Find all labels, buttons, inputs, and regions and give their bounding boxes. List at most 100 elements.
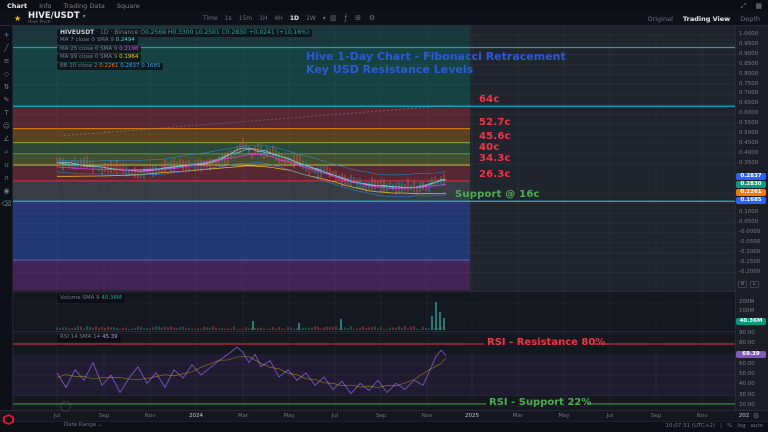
date-range-button[interactable]: Date Range ⌄ bbox=[64, 422, 103, 428]
fib-level-label[interactable]: 26.3c bbox=[479, 168, 511, 180]
rsi-legend[interactable]: RSI 14 SMA 14 45.39 bbox=[57, 334, 121, 342]
fib-band bbox=[13, 180, 470, 202]
top-tab-info[interactable]: Info bbox=[39, 1, 52, 10]
price-tick: 0.7500 bbox=[739, 80, 759, 87]
indicator-row[interactable]: MA 99 close 0 SMA 9 0.1964 bbox=[57, 54, 163, 62]
status-bar bbox=[0, 421, 768, 432]
fib-level-label[interactable]: 40c bbox=[479, 141, 500, 153]
timeframe-1w[interactable]: 1W bbox=[305, 15, 316, 22]
price-tick: 0.8000 bbox=[739, 70, 759, 77]
top-tab-square[interactable]: Square bbox=[116, 1, 140, 10]
price-tick: 0.6000 bbox=[739, 110, 759, 117]
ohlc-legend[interactable]: HIVEUSDT · 1D · Binance O0.2569 H0.3300 … bbox=[57, 29, 313, 37]
clock-label: 10:07:31 (UTC+2) bbox=[665, 423, 716, 429]
indicator-row[interactable]: MA 25 close 0 SMA 9 0.2198 bbox=[57, 45, 163, 53]
candle-style-icon[interactable]: ▥ bbox=[330, 14, 337, 22]
long-short-position-icon[interactable]: ⇅ bbox=[3, 83, 10, 91]
fib-level-label[interactable]: 64c bbox=[479, 94, 500, 106]
fib-level-label[interactable]: 52.7c bbox=[479, 116, 511, 128]
chart-settings-icon[interactable]: ⚙ bbox=[368, 14, 376, 22]
hive-logo-icon bbox=[3, 414, 14, 425]
volume-legend[interactable]: Volume SMA 9 40.36M bbox=[57, 295, 125, 303]
xabcd-pattern-icon[interactable]: ◇ bbox=[3, 70, 10, 78]
price-tick: 0.1000 bbox=[739, 209, 759, 216]
axis-button-a[interactable]: A bbox=[738, 281, 747, 288]
rsi-resistance-label[interactable]: RSI - Resistance 80% bbox=[487, 337, 606, 348]
indicator-row[interactable]: BB 20 close 2 0.2261 0.2837 0.1685 bbox=[57, 62, 164, 70]
timeframe-4h[interactable]: 4H bbox=[274, 15, 283, 22]
price-tick: 0.3500 bbox=[739, 159, 759, 166]
fib-band bbox=[13, 153, 470, 166]
time-axis[interactable] bbox=[0, 410, 768, 421]
layout-grid-icon[interactable]: ⊞ bbox=[355, 14, 361, 22]
trend-line-icon[interactable]: ╱ bbox=[4, 44, 9, 52]
price-tick: -0.2000 bbox=[739, 268, 761, 275]
emoji-icon[interactable]: ☺ bbox=[2, 122, 11, 130]
time-axis-settings-icon[interactable]: ⚙ bbox=[753, 412, 760, 420]
timeframe-15m[interactable]: 15m bbox=[238, 15, 253, 22]
timeframe-time[interactable]: Time bbox=[203, 15, 218, 22]
price-axis[interactable] bbox=[735, 26, 768, 410]
rsi-support-label[interactable]: RSI - Support 22% bbox=[489, 396, 592, 408]
symbol-title[interactable]: HIVE/USDT ▾ bbox=[28, 11, 86, 21]
fib-band bbox=[13, 201, 470, 261]
time-label: Sep bbox=[375, 413, 387, 419]
fib-retracement-icon[interactable]: ≡ bbox=[3, 57, 10, 65]
top-tab-chart[interactable]: Chart bbox=[7, 1, 28, 10]
timeframe-▾[interactable]: ▾ bbox=[322, 15, 326, 22]
time-label: Nov bbox=[696, 413, 708, 419]
favorite-star-icon[interactable]: ★ bbox=[14, 14, 22, 23]
view-tab-trading-view[interactable]: Trading View bbox=[682, 15, 731, 23]
brush-icon[interactable]: ✎ bbox=[3, 96, 10, 104]
top-tab-trading-data[interactable]: Trading Data bbox=[63, 1, 105, 10]
fib-level-label[interactable]: 45.6c bbox=[479, 130, 511, 142]
price-tick: 0.0500 bbox=[739, 219, 759, 226]
rsi-tick: 20.00 bbox=[739, 402, 755, 408]
fib-band bbox=[13, 260, 470, 290]
grid-layout-icon[interactable]: ▦ bbox=[755, 2, 762, 10]
fib-level-label[interactable]: 34.3c bbox=[479, 153, 511, 165]
view-tab-depth[interactable]: Depth bbox=[740, 15, 760, 23]
volume-pane[interactable] bbox=[13, 291, 735, 331]
time-label: 2025 bbox=[465, 413, 479, 419]
fib-level-label[interactable]: Support @ 16c bbox=[455, 189, 540, 201]
price-tick: -0.1000 bbox=[739, 248, 761, 255]
text-tool-icon[interactable]: T bbox=[4, 109, 9, 117]
scale-button-%[interactable]: % bbox=[726, 423, 733, 429]
annotation-title-line2[interactable]: Key USD Resistance Levels bbox=[306, 63, 474, 76]
view-tab-original[interactable]: Original bbox=[647, 15, 673, 23]
scale-button-log[interactable]: log bbox=[737, 423, 746, 429]
time-label: Mar bbox=[512, 413, 524, 419]
top-tab-bar: Chart Info Trading Data Square ⤢ ▦ bbox=[0, 0, 768, 11]
price-badge: 0.2837 bbox=[736, 172, 766, 180]
rsi-tick: 60.00 bbox=[739, 360, 755, 367]
timeframe-1s[interactable]: 1s bbox=[224, 15, 232, 22]
price-tick: 0.5500 bbox=[739, 120, 759, 127]
magnet-icon[interactable]: ∪ bbox=[3, 161, 10, 169]
fib-band bbox=[13, 142, 470, 154]
price-tick: 0.4000 bbox=[739, 149, 759, 156]
volume-tick: 200M bbox=[739, 299, 755, 305]
indicators-icon[interactable]: ƒ bbox=[344, 14, 348, 22]
price-tick: 0.8500 bbox=[739, 60, 759, 67]
zoom-in-icon[interactable]: ⌕ bbox=[4, 148, 9, 156]
annotation-title-line1[interactable]: Hive 1-Day Chart - Fibonacci Retracement bbox=[306, 50, 566, 63]
timeframe-1h[interactable]: 1H bbox=[259, 15, 268, 22]
rsi-channel-fill bbox=[13, 354, 735, 396]
price-tick: 0.9500 bbox=[739, 40, 759, 47]
rsi-tick: 80.00 bbox=[739, 340, 755, 346]
delete-drawings-icon[interactable]: ⌫ bbox=[1, 200, 12, 208]
expand-icon[interactable]: ⤢ bbox=[740, 2, 747, 10]
indicator-row[interactable]: MA 7 close 0 SMA 9 0.2494 bbox=[57, 37, 163, 45]
measure-icon[interactable]: ∠ bbox=[3, 135, 10, 143]
time-label: Jul bbox=[331, 413, 339, 419]
lock-icon[interactable]: ∩ bbox=[3, 174, 10, 182]
scale-button-auto[interactable]: auto bbox=[750, 423, 763, 429]
time-label: Mar bbox=[237, 413, 249, 419]
hide-drawings-icon[interactable]: ◉ bbox=[3, 187, 10, 195]
rsi-badge: 69.39 bbox=[736, 351, 766, 358]
axis-button-l[interactable]: L bbox=[750, 281, 759, 288]
crosshair-icon[interactable]: + bbox=[3, 31, 10, 39]
rsi-tick: 30.00 bbox=[739, 391, 755, 398]
timeframe-1d[interactable]: 1D bbox=[289, 15, 299, 22]
